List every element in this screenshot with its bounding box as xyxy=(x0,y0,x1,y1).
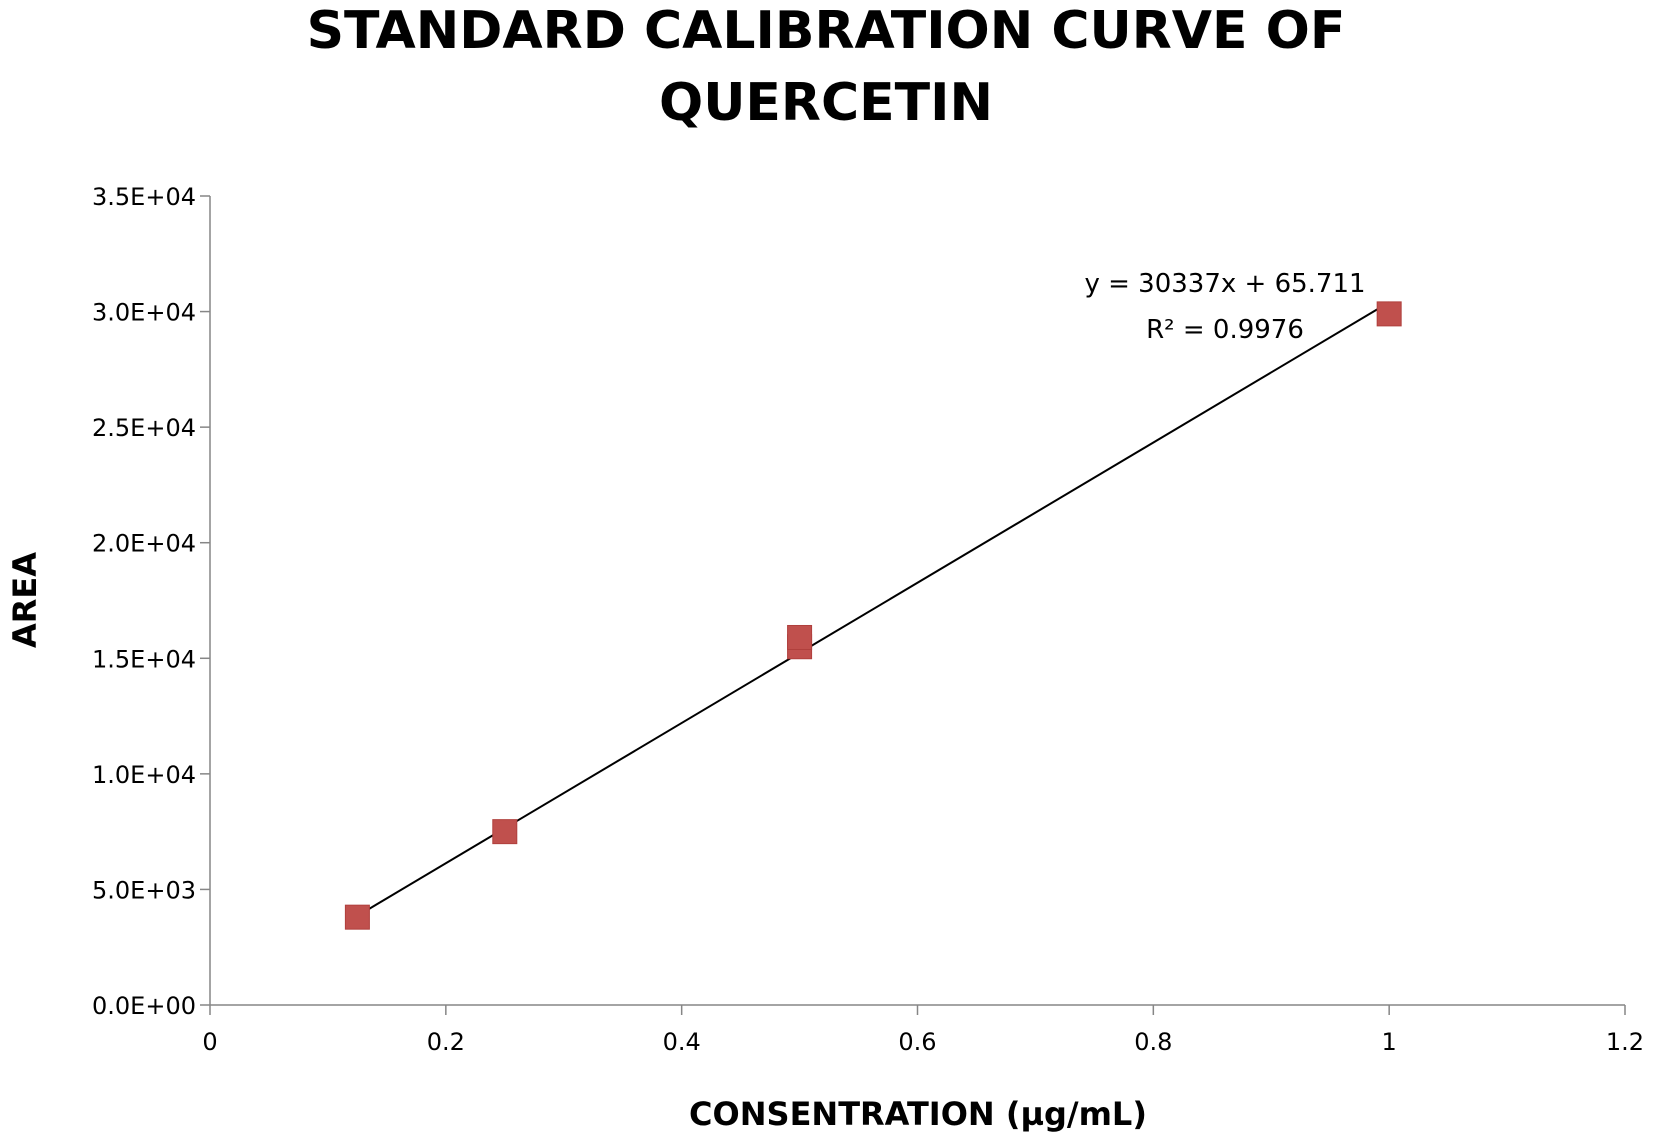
x-tick-label: 1 xyxy=(1382,1028,1397,1056)
x-tick-label: 0.6 xyxy=(898,1028,936,1056)
y-tick-label: 1.0E+04 xyxy=(92,761,196,789)
trendline-equation-label: y = 30337x + 65.711 xyxy=(1084,269,1365,299)
y-tick-label: 3.0E+04 xyxy=(92,299,196,327)
x-tick-label: 0.2 xyxy=(427,1028,465,1056)
x-tick-label: 0.8 xyxy=(1134,1028,1172,1056)
y-tick-label: 0.0E+00 xyxy=(92,992,196,1020)
y-tick-label: 3.5E+04 xyxy=(92,183,196,211)
chart-title-line-2: QUERCETIN xyxy=(659,73,993,133)
data-points xyxy=(344,301,1402,930)
x-tick-label: 1.2 xyxy=(1606,1028,1644,1056)
x-axis: 0 0.2 0.4 0.6 0.8 1 1.2 xyxy=(202,1004,1644,1056)
data-point xyxy=(787,624,813,650)
trendline-r2-label: R² = 0.9976 xyxy=(1146,315,1304,345)
y-axis: 0.0E+00 5.0E+03 1.0E+04 1.5E+04 2.0E+04 2.5E+… xyxy=(92,183,211,1020)
y-tick-label: 2.5E+04 xyxy=(92,414,196,442)
data-point xyxy=(492,819,518,845)
data-point xyxy=(1376,301,1402,327)
data-point xyxy=(344,904,370,930)
x-tick-label: 0.4 xyxy=(663,1028,701,1056)
trendline xyxy=(356,301,1390,917)
chart-title-line-1: STANDARD CALIBRATION CURVE OF xyxy=(307,1,1346,61)
x-axis-title: CONSENTRATION (µg/mL) xyxy=(689,1095,1147,1133)
y-tick-label: 1.5E+04 xyxy=(92,645,196,673)
trendline-group xyxy=(356,301,1390,917)
y-tick-label: 2.0E+04 xyxy=(92,530,196,558)
x-tick-label: 0 xyxy=(202,1028,217,1056)
y-tick-label: 5.0E+03 xyxy=(92,876,196,904)
y-axis-title: AREA xyxy=(6,552,44,648)
